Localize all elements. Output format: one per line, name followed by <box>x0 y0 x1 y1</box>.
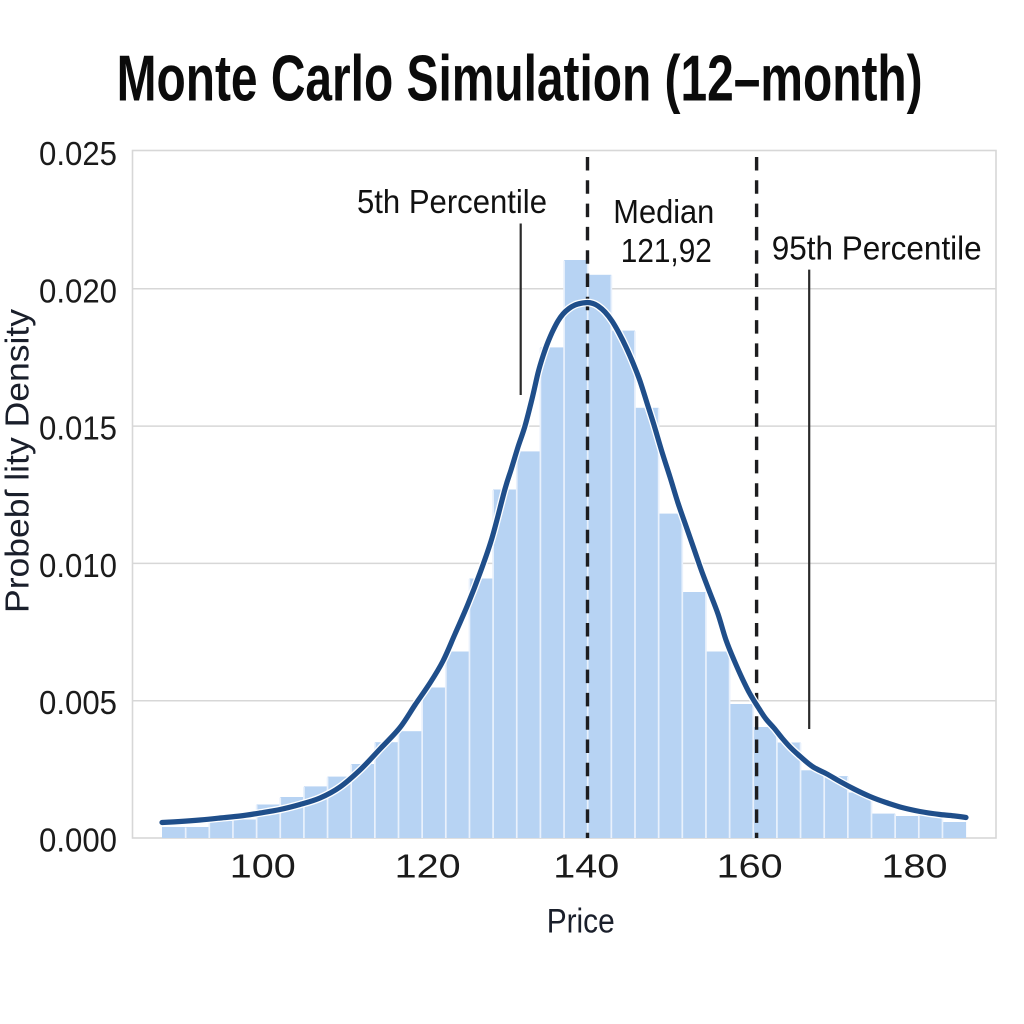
svg-text:95th Percentile: 95th Percentile <box>772 230 982 267</box>
svg-text:0.015: 0.015 <box>39 411 117 448</box>
svg-text:5th Percentile: 5th Percentile <box>357 184 547 221</box>
svg-text:Monte Carlo Simulation (12–mon: Monte Carlo Simulation (12–month) <box>117 42 923 115</box>
svg-text:0.010: 0.010 <box>39 548 117 585</box>
svg-text:121,92: 121,92 <box>621 233 712 270</box>
svg-text:100: 100 <box>230 849 296 886</box>
svg-text:120: 120 <box>395 849 461 886</box>
svg-text:160: 160 <box>717 849 783 886</box>
svg-text:0.025: 0.025 <box>39 136 117 173</box>
svg-text:0.000: 0.000 <box>39 823 117 860</box>
svg-text:0.020: 0.020 <box>39 273 117 310</box>
svg-text:Median: Median <box>613 194 714 231</box>
svg-text:180: 180 <box>882 849 948 886</box>
svg-text:140: 140 <box>553 849 619 886</box>
svg-text:0.005: 0.005 <box>39 685 117 722</box>
svg-text:Price: Price <box>547 903 615 941</box>
svg-text:Probebſ lity Density: Probebſ lity Density <box>0 308 36 613</box>
